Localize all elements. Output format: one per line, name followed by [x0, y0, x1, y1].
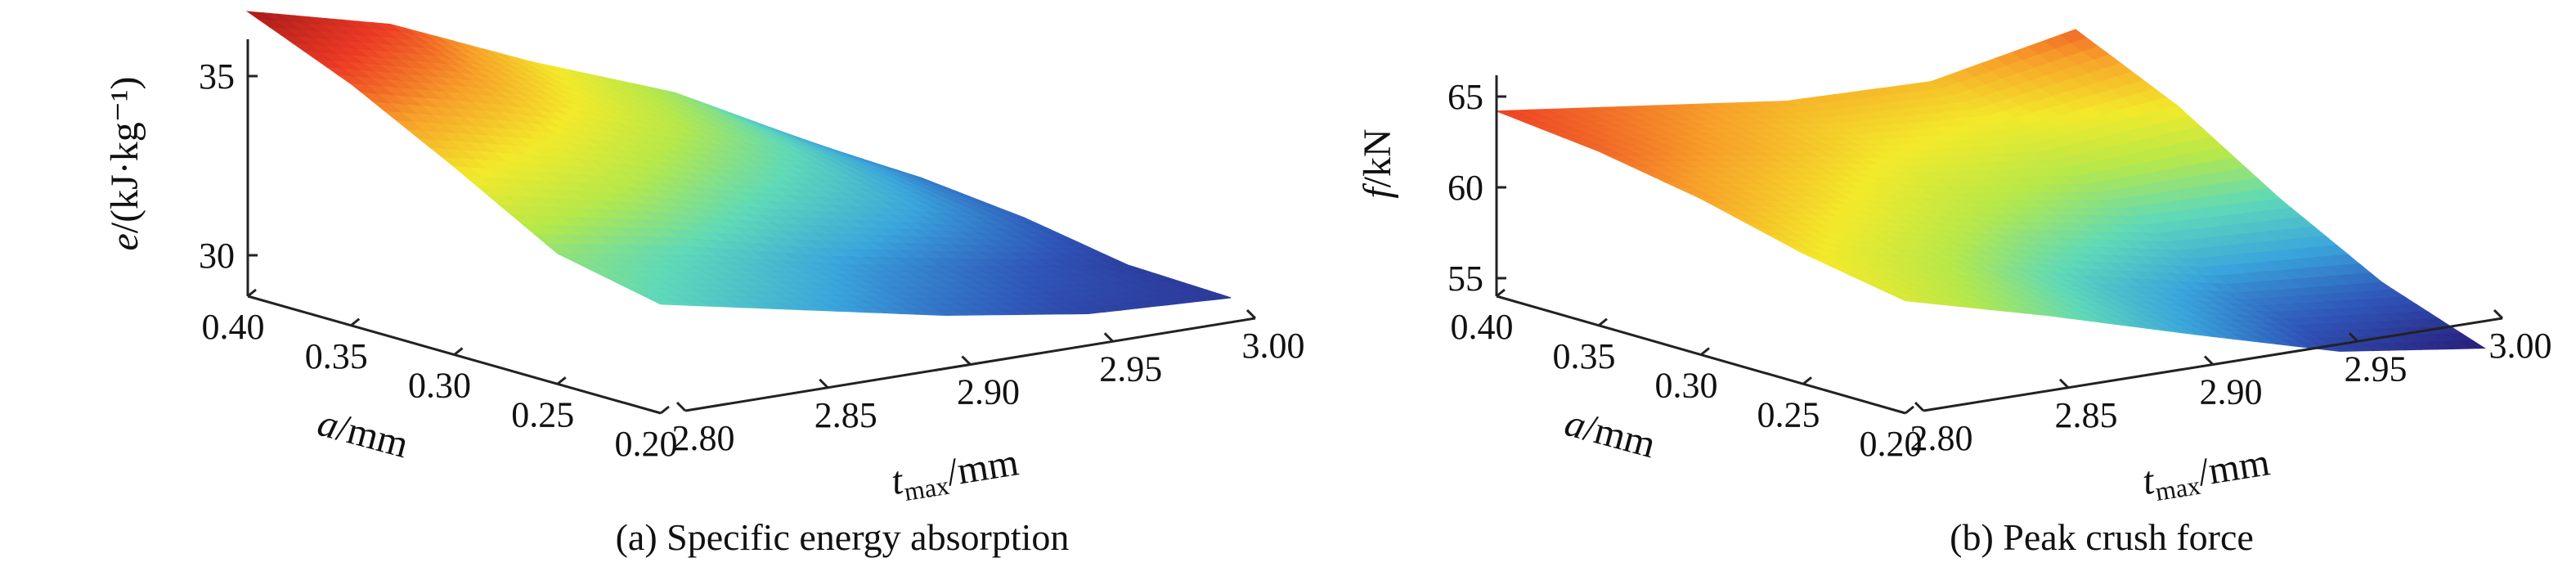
panel-b-peak-crush-force: 65 60 55 0.40 0.35 0.30 0.25 0.202.80 2.85 2.90 2.… [1356, 29, 2552, 558]
a-tick-label: 0.30 [408, 366, 471, 406]
t-tick-mark [819, 378, 829, 389]
z-tick-label: 60 [1447, 168, 1483, 208]
caption-b: (b) Peak crush force [1950, 516, 2254, 558]
t-tick-mark [2058, 378, 2070, 389]
a-tick-label: 0.35 [305, 336, 368, 376]
t-tick-mark [2493, 308, 2504, 320]
a-axis-label: a/mm [313, 401, 413, 466]
surface-plot-a [245, 11, 1232, 317]
t-axis-label: tmax/mm [888, 440, 1022, 508]
surface-cell [648, 298, 677, 306]
a-tick-label: 0.25 [511, 394, 574, 434]
t-tick-mark [1103, 332, 1114, 343]
a-tick-mark [1496, 288, 1506, 298]
caption-a: (a) Specific energy absorption [616, 516, 1070, 558]
t-tick-label: 2.90 [2200, 372, 2263, 412]
z-axis-label-unit: /(kJ·kg⁻¹) [103, 76, 146, 233]
a-tick-mark [1598, 317, 1608, 326]
t-tick-label: 3.00 [2489, 326, 2552, 366]
t-tick-mark [1914, 401, 1925, 412]
t-tick-label: 2.80 [672, 418, 735, 458]
t-axis-label: tmax/mm [2139, 440, 2273, 508]
a-tick-mark [1700, 347, 1710, 356]
a-tick-label: 0.40 [1451, 307, 1514, 347]
a-axis-label-unit: /mm [332, 406, 413, 466]
z-axis-label: e/(kJ·kg⁻¹) [103, 76, 146, 250]
t-axis-label-unit: /mm [2195, 440, 2273, 494]
a-tick-label: 0.20 [1860, 424, 1923, 464]
z-axis-label-unit: /kN [1356, 128, 1399, 187]
a-tick-label: 0.20 [615, 424, 678, 464]
a-tick-label: 0.40 [202, 307, 265, 347]
t-tick-mark [1245, 308, 1257, 320]
a-tick-mark [1802, 376, 1812, 385]
a-axis-label-unit: /mm [1579, 406, 1660, 466]
t-tick-label: 2.80 [1910, 418, 1973, 458]
z-tick-label: 35 [199, 56, 235, 97]
t-tick-mark [2203, 355, 2215, 366]
z-tick-label: 65 [1447, 77, 1483, 117]
a-tick-label: 0.35 [1553, 336, 1616, 376]
a-tick-mark [453, 347, 464, 356]
a-tick-label: 0.25 [1757, 394, 1820, 434]
t-tick-label: 2.95 [1099, 349, 1162, 389]
a-tick-mark [350, 317, 361, 326]
panel-a-specific-energy-absorption: 35 30 0.40 0.35 0.30 0.25 0.202.80 2.85 2.90 2.95… [103, 11, 1305, 558]
a-tick-mark [556, 376, 567, 385]
z-axis-label: f/kN [1356, 128, 1399, 198]
a-tick-label: 0.30 [1655, 366, 1718, 406]
t-axis-label-sub: max [902, 470, 951, 506]
t-tick-label: 2.85 [2055, 395, 2118, 435]
t-tick-mark [2348, 332, 2359, 343]
t-axis-label-unit: /mm [944, 440, 1021, 494]
a-tick-mark [660, 405, 670, 415]
a-tick-mark [247, 288, 257, 298]
t-tick-mark [675, 401, 687, 412]
t-tick-label: 2.95 [2345, 349, 2408, 389]
t-tick-label: 2.85 [815, 395, 877, 435]
a-axis-label: a/mm [1560, 401, 1660, 466]
surface-plot-b [1496, 29, 2486, 352]
z-tick-label: 30 [199, 236, 235, 276]
z-axis-label-var: e [103, 233, 146, 250]
t-tick-label: 3.00 [1242, 326, 1305, 366]
t-axis-label-sub: max [2153, 470, 2202, 506]
z-tick-label: 55 [1447, 259, 1483, 299]
a-tick-mark [1905, 405, 1914, 415]
t-tick-mark [961, 355, 972, 366]
t-tick-label: 2.90 [957, 372, 1020, 412]
surface-cell [1893, 295, 1922, 304]
